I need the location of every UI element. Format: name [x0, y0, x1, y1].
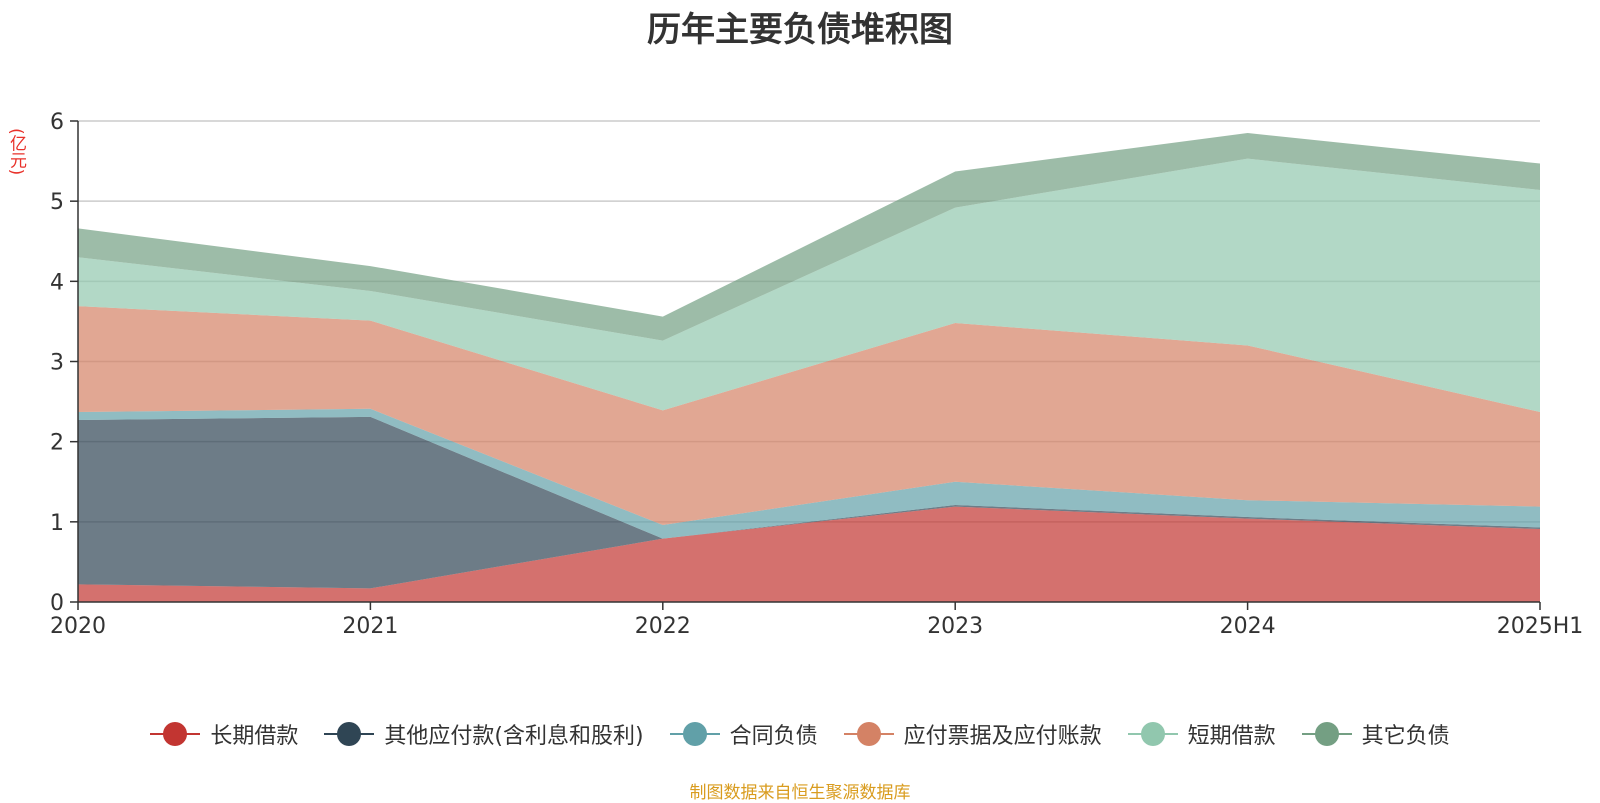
legend-label: 短期借款	[1187, 724, 1276, 749]
legend-item[interactable]: 合同负债	[669, 718, 818, 750]
legend-item[interactable]: 长期借款	[150, 718, 298, 750]
y-axis-unit-label: (亿元)	[6, 128, 26, 176]
legend-marker-dot	[856, 722, 881, 746]
legend-item[interactable]: 其他应付款(含利息和股利)	[324, 718, 644, 750]
legend-item[interactable]: 其它负债	[1301, 718, 1450, 750]
area-series-0	[78, 506, 1540, 602]
x-tick-label: 2021	[342, 614, 398, 639]
x-tick-label: 2022	[635, 614, 691, 639]
legend-item[interactable]: 应付票据及应付账款	[843, 718, 1102, 750]
legend-marker	[1127, 721, 1178, 747]
y-tick-label: 5	[50, 190, 64, 215]
legend-label: 应付票据及应付账款	[903, 724, 1102, 749]
x-tick-label: 2025H1	[1497, 614, 1584, 639]
y-tick-label: 6	[50, 110, 64, 135]
legend-marker-dot	[682, 722, 707, 746]
legend: 长期借款 其他应付款(含利息和股利) 合同负债 应付票据及应付账款 短期借款 其它负债	[0, 718, 1600, 750]
data-source-note: 制图数据来自恒生聚源数据库	[689, 783, 911, 803]
legend-marker-dot	[337, 722, 362, 746]
x-tick-label: 2024	[1220, 614, 1276, 639]
legend-label: 合同负债	[729, 724, 818, 749]
y-tick-label: 4	[50, 270, 64, 295]
legend-marker-dot	[163, 722, 188, 746]
area-series-5	[78, 133, 1540, 341]
legend-marker	[324, 721, 375, 747]
y-tick-label: 0	[50, 591, 64, 616]
chart-title: 历年主要负债堆积图	[647, 10, 953, 50]
y-tick-label: 2	[50, 431, 64, 456]
legend-item[interactable]: 短期借款	[1127, 718, 1276, 750]
legend-label: 长期借款	[210, 724, 299, 749]
legend-label: 其它负债	[1361, 724, 1450, 749]
y-tick-label: 1	[50, 511, 64, 536]
legend-marker	[1301, 721, 1352, 747]
x-tick-label: 2023	[927, 614, 983, 639]
x-tick-label: 2020	[50, 614, 106, 639]
legend-marker	[150, 721, 201, 747]
legend-label: 其他应付款(含利息和股利)	[384, 724, 644, 749]
legend-marker	[843, 721, 894, 747]
legend-marker-dot	[1140, 722, 1165, 746]
legend-marker-dot	[1314, 722, 1339, 746]
y-tick-label: 3	[50, 351, 64, 376]
area-series-1	[78, 416, 1540, 589]
area-series-2	[78, 408, 1540, 539]
area-series-3	[78, 306, 1540, 526]
area-series-4	[78, 158, 1540, 413]
legend-marker	[669, 721, 720, 747]
